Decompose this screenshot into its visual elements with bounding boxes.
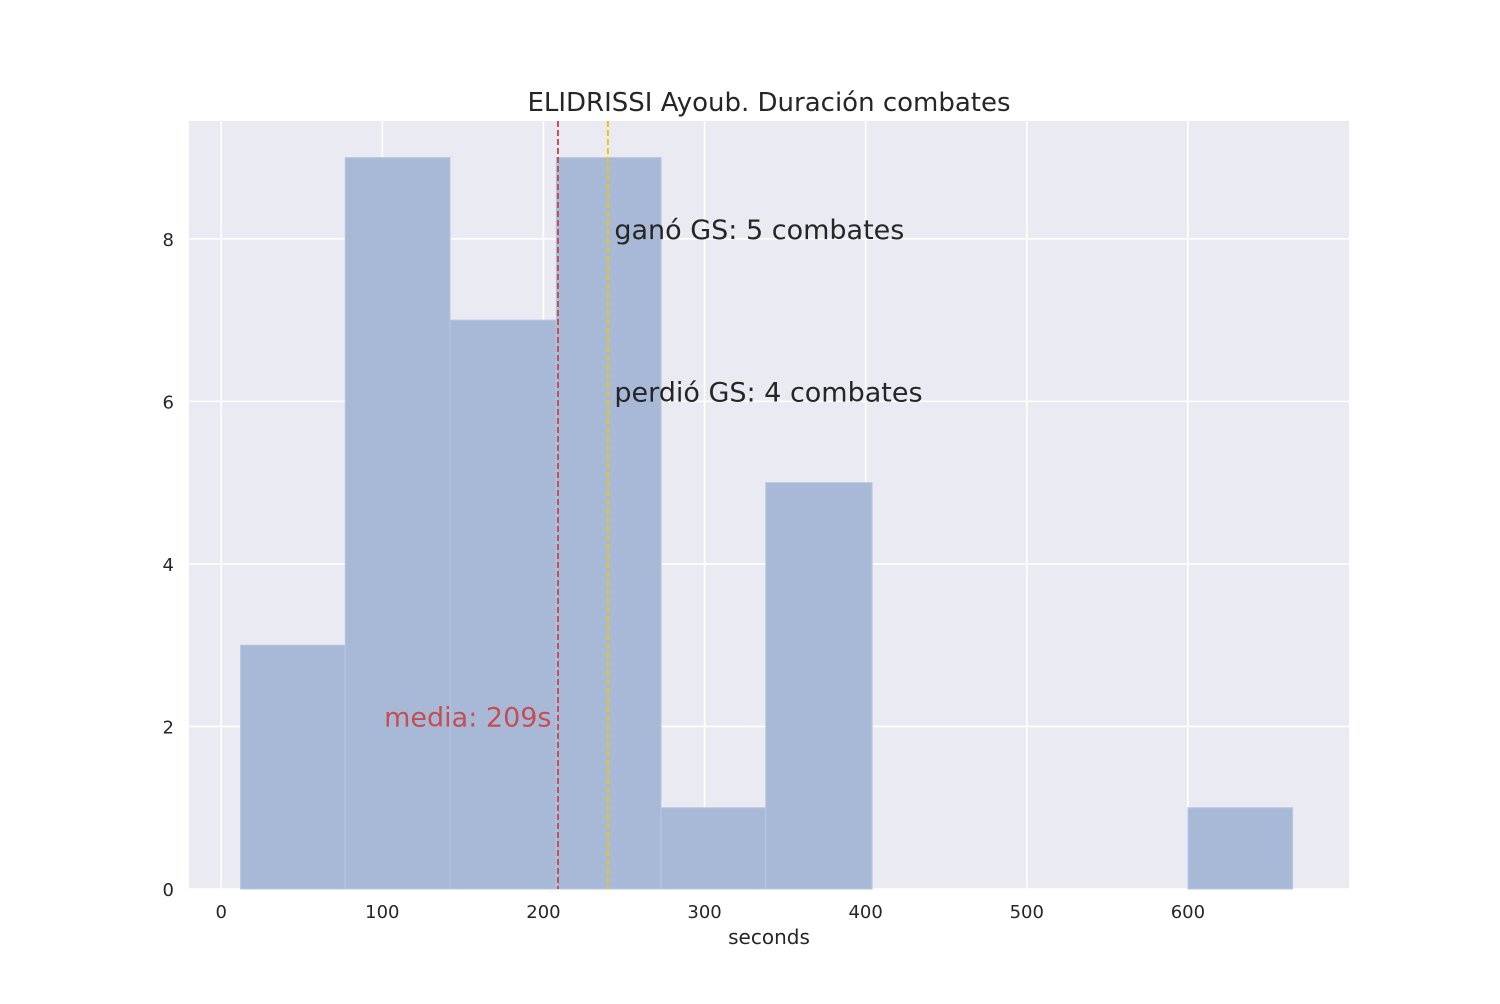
x-tick-label: 600: [1171, 902, 1205, 923]
x-tick-label: 500: [1010, 902, 1044, 923]
y-tick-label: 6: [163, 392, 174, 413]
y-tick-label: 8: [163, 230, 174, 251]
axis-ticks: 0 100 200 300 400 500 600 0 2 4 6 8: [163, 230, 1206, 923]
x-tick-label: 300: [687, 902, 721, 923]
y-tick-label: 2: [163, 717, 174, 738]
y-tick-label: 4: [163, 555, 174, 576]
histogram-bar: [344, 157, 451, 890]
reference-lines: [556, 121, 609, 889]
histogram-bar: [660, 807, 767, 890]
chart-annotations: ganó GS: 5 combates perdió GS: 4 combates…: [384, 215, 922, 734]
histogram-bar: [449, 319, 557, 890]
histogram-bar: [765, 482, 873, 890]
mean-annotation: media: 209s: [384, 702, 551, 733]
won-gs-annotation: ganó GS: 5 combates: [614, 215, 904, 246]
histogram-bars: [240, 157, 1294, 890]
y-tick-label: 0: [163, 880, 174, 901]
chart-title: ELIDRISSI Ayoub. Duración combates: [527, 88, 1010, 118]
histogram-bar: [1187, 807, 1294, 890]
histogram-bar: [240, 644, 346, 890]
x-tick-label: 200: [526, 902, 560, 923]
x-axis-label: seconds: [728, 925, 810, 949]
x-tick-label: 400: [848, 902, 882, 923]
x-tick-label: 100: [365, 902, 399, 923]
lost-gs-annotation: perdió GS: 4 combates: [614, 377, 922, 408]
x-tick-label: 0: [215, 902, 226, 923]
